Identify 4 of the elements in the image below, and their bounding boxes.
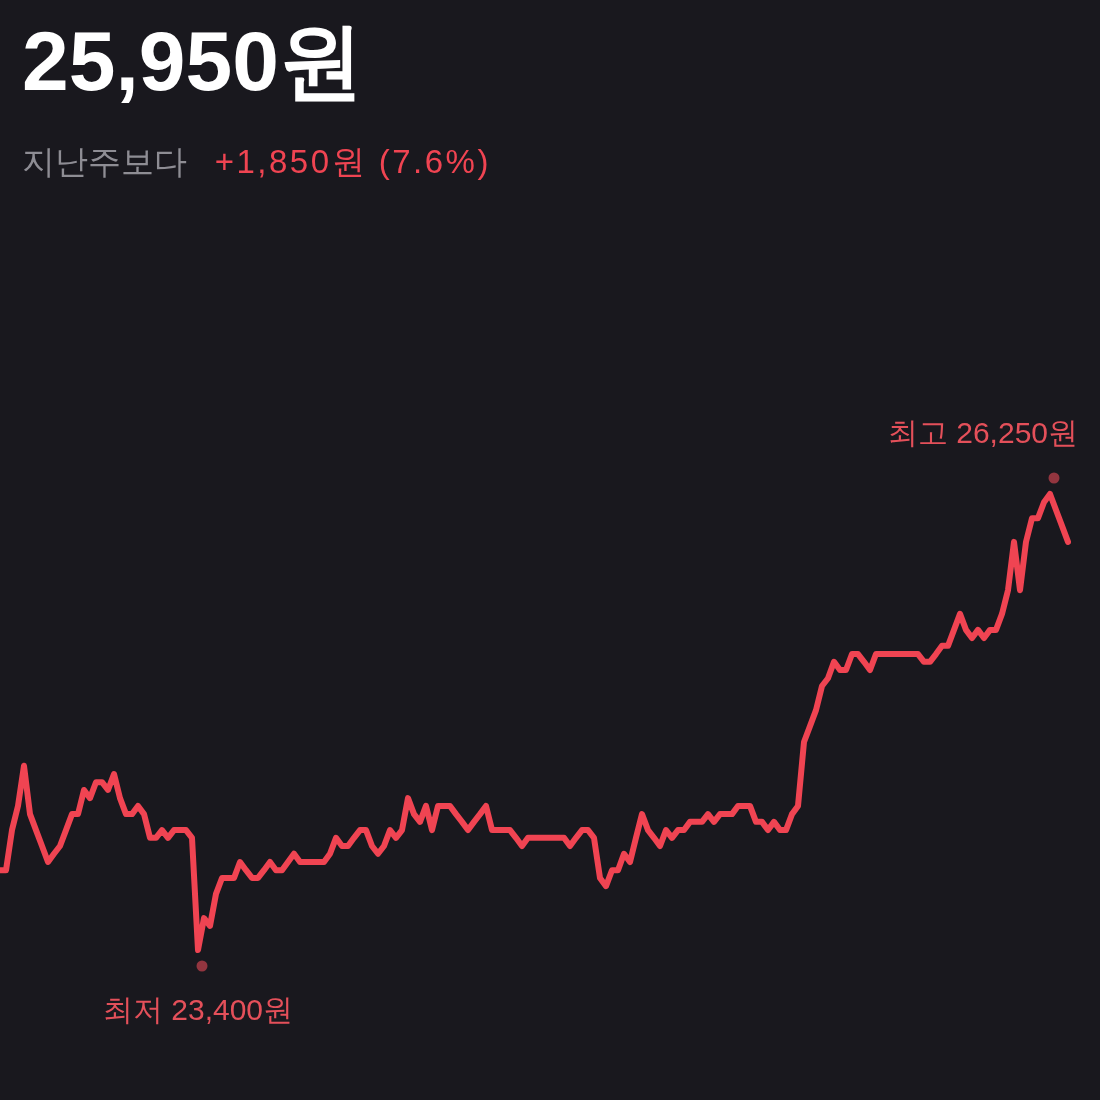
chart-title: 25,950원 xyxy=(22,14,363,108)
text: 최고 26,250원 xyxy=(887,416,1078,449)
annotation: 최저 23,400원 xyxy=(102,993,294,1026)
chart-subtitle: 지난주보다 +1,850원 (7.6%) xyxy=(22,143,491,180)
